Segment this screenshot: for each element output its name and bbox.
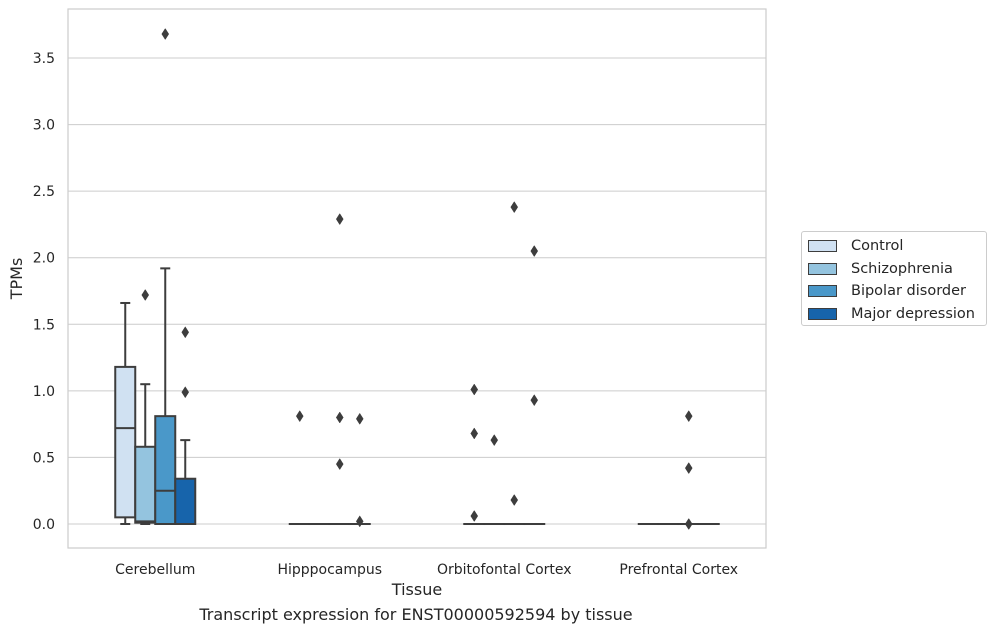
y-tick-label: 2.5: [33, 184, 55, 200]
y-tick-label: 3.5: [33, 51, 55, 67]
legend-item-control: Control: [808, 235, 980, 258]
x-tick-label-hipppocampus: Hipppocampus: [277, 562, 382, 578]
x-tick-label-prefrontal-cortex: Prefrontal Cortex: [619, 562, 738, 578]
y-tick-label: 1.0: [33, 384, 55, 400]
outlier-hipppocampus-bipolar-disorder-1: [335, 411, 344, 424]
legend-item-major-depression: Major depression: [808, 303, 980, 326]
x-tick-label-cerebellum: Cerebellum: [115, 562, 195, 578]
y-tick-label: 2.0: [33, 251, 55, 267]
outlier-orbitofontal-cortex-control-2: [470, 510, 479, 522]
legend-item-schizophrenia: Schizophrenia: [808, 258, 980, 281]
y-tick-label: 1.5: [33, 317, 55, 333]
x-axis-label: Tissue: [391, 580, 442, 599]
outlier-prefrontal-cortex-bipolar-disorder-0: [684, 410, 693, 423]
outlier-orbitofontal-cortex-schizophrenia-0: [490, 434, 499, 447]
y-tick-label: 3.0: [33, 118, 55, 134]
outlier-cerebellum-schizophrenia-0: [141, 289, 150, 301]
outlier-orbitofontal-cortex-control-0: [470, 383, 479, 396]
y-tick-label: 0.0: [33, 517, 55, 533]
outlier-cerebellum-bipolar-disorder-0: [161, 28, 170, 40]
outlier-hipppocampus-major-depression-1: [355, 515, 364, 528]
box-cerebellum-bipolar-disorder: [154, 415, 177, 526]
legend-label-major-depression: Major depression: [851, 305, 975, 322]
outlier-orbitofontal-cortex-bipolar-disorder-0: [510, 201, 519, 214]
x-tick-label-orbitofontal-cortex: Orbitofontal Cortex: [437, 562, 572, 578]
outlier-hipppocampus-control-0: [295, 410, 304, 423]
outlier-orbitofontal-cortex-major-depression-1: [530, 394, 539, 407]
legend-swatch-bipolar-disorder: [808, 285, 837, 298]
legend-label-schizophrenia: Schizophrenia: [851, 260, 953, 277]
legend-label-control: Control: [851, 238, 904, 255]
box-cerebellum-major-depression: [174, 477, 197, 525]
y-axis-label: TPMs: [7, 258, 26, 301]
outlier-orbitofontal-cortex-major-depression-0: [530, 245, 539, 258]
outlier-prefrontal-cortex-bipolar-disorder-1: [684, 462, 693, 475]
legend-swatch-control: [808, 240, 837, 253]
legend: Control Schizophrenia Bipolar disorder M…: [801, 231, 987, 326]
legend-label-bipolar-disorder: Bipolar disorder: [851, 283, 966, 300]
outlier-prefrontal-cortex-bipolar-disorder-2: [684, 518, 693, 530]
outlier-cerebellum-major-depression-1: [181, 386, 190, 399]
legend-swatch-schizophrenia: [808, 262, 837, 275]
legend-swatch-major-depression: [808, 307, 837, 320]
plot-frame: [67, 8, 767, 549]
outlier-hipppocampus-major-depression-0: [355, 412, 364, 425]
y-tick-label: 0.5: [33, 450, 55, 466]
outlier-cerebellum-major-depression-0: [181, 326, 190, 339]
outlier-hipppocampus-bipolar-disorder-0: [335, 213, 344, 226]
box-cerebellum-control: [114, 365, 137, 519]
box-cerebellum-schizophrenia: [134, 445, 157, 524]
outlier-orbitofontal-cortex-control-1: [470, 427, 479, 440]
legend-item-bipolar-disorder: Bipolar disorder: [808, 280, 980, 303]
outlier-hipppocampus-bipolar-disorder-2: [335, 458, 344, 471]
outlier-orbitofontal-cortex-bipolar-disorder-1: [510, 494, 519, 506]
chart-caption: Transcript expression for ENST0000059259…: [199, 605, 633, 624]
